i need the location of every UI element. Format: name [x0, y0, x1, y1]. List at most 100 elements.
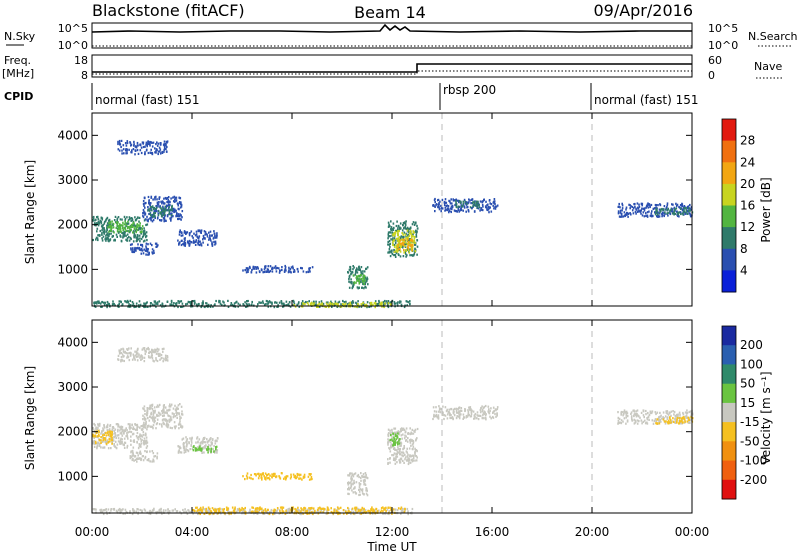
velocity-echo-cell	[151, 350, 153, 353]
velocity-echo-cell	[393, 437, 396, 440]
velocity-echo-cell	[470, 408, 472, 411]
velocity-echo-cell	[136, 431, 139, 435]
velocity-colorbar-tick: -50	[740, 434, 760, 448]
velocity-echo-cell	[117, 508, 120, 512]
power-echo-cell	[160, 143, 162, 146]
power-echo-cell	[149, 206, 152, 209]
power-echo-cell	[438, 208, 441, 211]
power-echo-cell	[127, 220, 129, 223]
power-echo-cell	[105, 239, 107, 242]
power-echo-cell	[142, 208, 145, 212]
power-echo-cell	[117, 228, 119, 231]
velocity-echo-cell	[158, 511, 160, 514]
power-echo-cell	[152, 215, 154, 218]
power-echo-cell	[366, 276, 368, 279]
power-echo-cell	[469, 206, 472, 209]
power-echo-cell	[352, 274, 355, 277]
power-echo-cell	[197, 243, 199, 246]
power-echo-cell	[116, 230, 119, 233]
velocity-echo-cell	[154, 409, 156, 412]
velocity-echo-region	[192, 445, 218, 454]
power-echo-cell	[134, 149, 137, 152]
velocity-echo-cell	[140, 354, 143, 357]
power-echo-cell	[412, 233, 414, 236]
velocity-echo-cell	[366, 489, 368, 492]
power-echo-cell	[661, 213, 664, 216]
power-echo-cell	[223, 301, 225, 304]
velocity-echo-cell	[149, 407, 151, 411]
power-echo-cell	[403, 305, 406, 309]
velocity-echo-cell	[261, 507, 263, 510]
velocity-echo-cell	[158, 354, 161, 357]
power-echo-cell	[358, 267, 361, 270]
power-echo-cell	[164, 142, 167, 146]
power-echo-cell	[351, 287, 354, 290]
velocity-echo-cell	[99, 439, 101, 442]
velocity-echo-cell	[104, 441, 107, 444]
power-echo-cell	[381, 301, 383, 304]
velocity-echo-cell	[147, 417, 149, 420]
power-echo-cell	[139, 222, 141, 225]
power-echo-cell	[440, 204, 442, 207]
power-echo-cell	[126, 148, 128, 151]
power-echo-cell	[121, 218, 123, 221]
power-echo-cell	[237, 305, 239, 308]
power-echo-cell	[332, 304, 334, 307]
velocity-echo-cell	[364, 510, 366, 513]
power-echo-cell	[487, 208, 490, 211]
velocity-echo-cell	[648, 418, 650, 421]
power-echo-cell	[408, 241, 411, 244]
velocity-echo-cell	[139, 356, 141, 359]
power-echo-cell	[95, 218, 97, 221]
power-echo-cell	[327, 305, 330, 309]
velocity-echo-cell	[145, 439, 148, 442]
velocity-echo-cell	[148, 356, 150, 359]
power-echo-cell	[290, 266, 293, 269]
power-echo-cell	[137, 152, 140, 155]
power-echo-cell	[305, 271, 308, 274]
power-echo-cell	[167, 203, 170, 207]
power-echo-cell	[637, 210, 640, 213]
velocity-echo-cell	[179, 510, 181, 513]
velocity-echo-cell	[271, 475, 273, 478]
power-echo-cell	[453, 209, 456, 212]
velocity-echo-cell	[365, 487, 367, 490]
power-echo-cell	[134, 229, 137, 232]
velocity-echo-cell	[669, 417, 671, 420]
velocity-echo-cell	[157, 350, 159, 353]
velocity-echo-cell	[297, 506, 299, 509]
power-echo-cell	[390, 238, 392, 241]
power-echo-cell	[661, 212, 663, 215]
velocity-echo-cell	[113, 435, 116, 439]
velocity-echo-cell	[102, 427, 104, 430]
velocity-echo-cell	[149, 350, 152, 353]
power-echo-cell	[93, 222, 96, 225]
power-echo-cell	[686, 205, 689, 209]
velocity-echo-cell	[151, 450, 154, 453]
velocity-echo-cell	[457, 408, 459, 411]
power-echo-cell	[351, 271, 354, 274]
power-colorbar-tick: 8	[740, 242, 748, 256]
velocity-echo-cell	[484, 411, 486, 414]
velocity-echo-cell	[298, 474, 301, 477]
velocity-echo-cell	[139, 444, 142, 447]
power-echo-cell	[408, 244, 410, 247]
velocity-echo-cell	[403, 445, 405, 448]
power-echo-cell	[155, 305, 157, 308]
velocity-echo-cell	[131, 433, 134, 436]
power-echo-cell	[161, 150, 163, 154]
power-echo-cell	[407, 240, 410, 244]
velocity-echo-cell	[485, 413, 487, 416]
power-echo-cell	[101, 237, 103, 240]
velocity-echo-cell	[140, 439, 143, 443]
velocity-echo-cell	[474, 417, 476, 420]
power-echo-cell	[121, 303, 124, 306]
power-echo-cell	[135, 146, 138, 149]
power-echo-cell	[458, 200, 461, 203]
velocity-echo-cell	[117, 440, 120, 443]
power-echo-cell	[356, 277, 359, 280]
velocity-echo-cell	[676, 420, 678, 423]
power-echo-cell	[393, 254, 395, 257]
power-echo-cell	[135, 226, 137, 229]
power-echo-cell	[398, 239, 400, 242]
